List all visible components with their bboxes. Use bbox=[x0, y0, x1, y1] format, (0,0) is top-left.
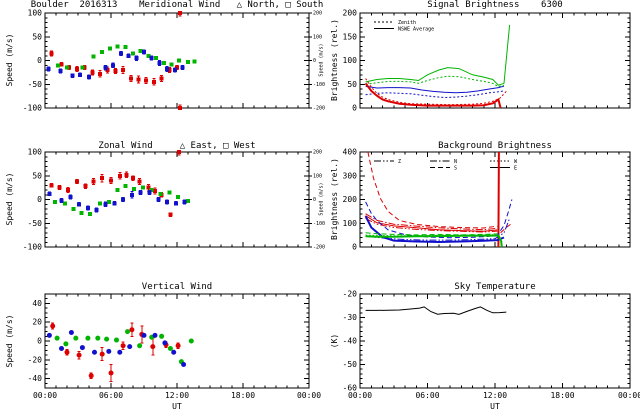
svg-text:200: 200 bbox=[313, 11, 322, 17]
svg-text:0: 0 bbox=[313, 197, 316, 203]
svg-text:NSWE Average: NSWE Average bbox=[398, 27, 434, 33]
svg-text:W: W bbox=[514, 159, 518, 165]
svg-text:06:00: 06:00 bbox=[99, 391, 123, 400]
svg-text:200: 200 bbox=[343, 9, 358, 18]
svg-text:18:00: 18:00 bbox=[550, 391, 574, 400]
svg-text:12:00: 12:00 bbox=[165, 391, 189, 400]
svg-text:400: 400 bbox=[343, 148, 358, 157]
svg-text:100: 100 bbox=[313, 34, 322, 40]
svg-text:-100: -100 bbox=[23, 104, 42, 113]
svg-text:0: 0 bbox=[37, 56, 42, 65]
sky-temperature-title: Sky Temperature bbox=[454, 282, 536, 292]
svg-text:UT: UT bbox=[490, 402, 500, 411]
meridional-wind-title: Boulder 2016313 Meridional Wind △ North,… bbox=[30, 0, 324, 10]
svg-text:-20: -20 bbox=[343, 290, 358, 299]
svg-text:-20: -20 bbox=[28, 355, 43, 364]
svg-text:-50: -50 bbox=[28, 80, 43, 89]
svg-text:100: 100 bbox=[313, 173, 322, 179]
svg-text:-200: -200 bbox=[313, 245, 325, 251]
svg-text:-30: -30 bbox=[343, 313, 358, 322]
svg-text:200: 200 bbox=[343, 195, 358, 204]
svg-text:-50: -50 bbox=[343, 360, 358, 369]
svg-text:Z: Z bbox=[398, 159, 401, 165]
svg-text:00:00: 00:00 bbox=[348, 391, 372, 400]
background-brightness-title: Background Brightness bbox=[438, 141, 552, 151]
svg-text:50: 50 bbox=[32, 171, 42, 180]
svg-text:0: 0 bbox=[352, 243, 357, 252]
svg-text:-40: -40 bbox=[28, 374, 43, 383]
svg-text:-50: -50 bbox=[28, 219, 43, 228]
svg-text:40: 40 bbox=[32, 299, 42, 308]
svg-text:100: 100 bbox=[28, 148, 43, 157]
svg-text:0: 0 bbox=[352, 104, 357, 113]
svg-text:200: 200 bbox=[313, 150, 322, 156]
svg-text:S: S bbox=[454, 166, 457, 172]
svg-text:12:00: 12:00 bbox=[483, 391, 507, 400]
svg-text:20: 20 bbox=[32, 318, 42, 327]
svg-text:00:00: 00:00 bbox=[618, 391, 640, 400]
svg-text:00:00: 00:00 bbox=[297, 391, 321, 400]
svg-text:100: 100 bbox=[343, 56, 358, 65]
svg-text:00:00: 00:00 bbox=[33, 391, 57, 400]
svg-text:0: 0 bbox=[313, 58, 316, 64]
svg-text:-100: -100 bbox=[313, 221, 325, 227]
svg-text:100: 100 bbox=[343, 219, 358, 228]
svg-text:50: 50 bbox=[347, 80, 357, 89]
svg-text:N: N bbox=[454, 159, 457, 165]
svg-text:-100: -100 bbox=[313, 82, 325, 88]
svg-text:E: E bbox=[514, 166, 517, 172]
svg-text:-200: -200 bbox=[313, 106, 325, 112]
svg-text:0: 0 bbox=[37, 195, 42, 204]
svg-text:06:00: 06:00 bbox=[415, 391, 439, 400]
svg-text:150: 150 bbox=[343, 32, 358, 41]
svg-text:-60: -60 bbox=[343, 384, 358, 393]
svg-text:18:00: 18:00 bbox=[231, 391, 255, 400]
svg-text:Zenith: Zenith bbox=[398, 20, 416, 26]
svg-text:-100: -100 bbox=[23, 243, 42, 252]
vertical-wind-title: Vertical Wind bbox=[141, 282, 213, 292]
svg-text:100: 100 bbox=[28, 9, 43, 18]
svg-text:50: 50 bbox=[32, 32, 42, 41]
zonal-wind-title: Zonal Wind △ East, □ West bbox=[98, 141, 256, 151]
svg-text:0: 0 bbox=[37, 337, 42, 346]
svg-text:-40: -40 bbox=[343, 337, 358, 346]
signal-brightness-title: Signal Brightness 6300 bbox=[427, 0, 563, 10]
svg-text:300: 300 bbox=[343, 171, 358, 180]
svg-text:UT: UT bbox=[172, 402, 182, 411]
